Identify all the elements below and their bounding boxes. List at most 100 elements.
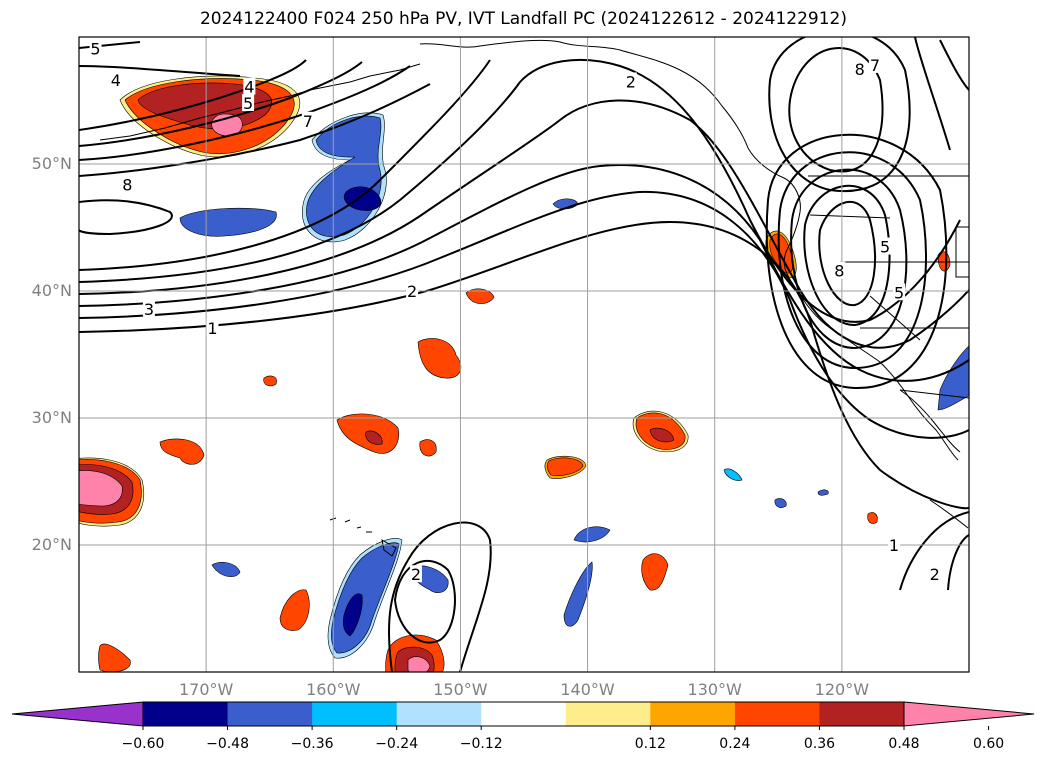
- contour-line: [788, 46, 884, 173]
- pv-shading: [79, 75, 969, 672]
- alaska-coastline: [419, 39, 801, 213]
- contour-label: 1: [889, 536, 899, 555]
- colorbar-segment: [143, 702, 229, 726]
- contour-line: [765, 133, 948, 390]
- colorbar-segment: [312, 702, 398, 726]
- contour-line: [947, 534, 969, 591]
- colorbar-tick-label: −0.60: [122, 736, 165, 752]
- contour-line: [79, 58, 961, 323]
- pv-positive-region: [159, 438, 205, 465]
- pv-negative-region: [211, 562, 241, 578]
- colorbar-extend-min: [11, 701, 144, 727]
- contour-label-bg: [893, 283, 906, 301]
- colorbar-frame: [142, 701, 905, 727]
- contour-label-bg: [242, 94, 255, 112]
- pv-positive-region: [407, 656, 431, 672]
- contour-line: [79, 164, 969, 382]
- colorbar-segment: [650, 702, 736, 726]
- pv-positive-region: [419, 439, 437, 457]
- contour-label: 2: [626, 72, 636, 91]
- colorbar-segment: [396, 702, 482, 726]
- contour-line: [79, 99, 969, 349]
- pv-negative-region: [774, 498, 787, 508]
- contour-label-bg: [89, 39, 102, 57]
- state-borders: [809, 214, 969, 399]
- colorbar-tick-label: −0.48: [206, 736, 249, 752]
- contour-label: 8: [855, 60, 865, 79]
- contour-label: 7: [870, 56, 880, 75]
- aleutian-islands: [99, 63, 421, 141]
- ivt-contours: [79, 37, 969, 672]
- colorbar-segment: [565, 702, 651, 726]
- contour-line: [768, 37, 911, 193]
- lon-tick-label: 130°W: [687, 680, 742, 699]
- contour-label: 7: [303, 112, 313, 131]
- colorbar-tick-label: 0.36: [804, 736, 835, 752]
- mexico-coastline: [929, 499, 969, 529]
- colorbar-tick-label: 0.60: [973, 736, 1004, 752]
- colorbar-tick-label: −0.12: [460, 736, 503, 752]
- map-plot-area: [79, 37, 969, 672]
- pv-positive-region: [465, 288, 495, 304]
- pv-negative-region: [573, 526, 611, 543]
- pv-positive-region: [867, 512, 878, 524]
- contour-line: [393, 559, 456, 644]
- colorbar: −0.60 −0.48 −0.36 −0.24 −0.12 0.12 0.24 0.36 0.4…: [11, 701, 1035, 752]
- pv-negative-region: [563, 561, 593, 627]
- lon-tick-label: 170°W: [178, 680, 234, 699]
- baja-coastline: [899, 389, 961, 453]
- colorbar-tick-label: −0.36: [291, 736, 334, 752]
- colorbar-tick-label: 0.24: [719, 736, 750, 752]
- contour-line: [79, 83, 431, 177]
- colorbar-segment: [481, 702, 567, 726]
- contour-label-bg: [833, 261, 846, 279]
- pv-negative-region: [723, 468, 743, 481]
- lat-tick-label: 30°N: [31, 408, 72, 427]
- pv-positive-region: [641, 553, 669, 591]
- contour-label: 2: [411, 565, 421, 584]
- contour-label: 2: [407, 282, 417, 301]
- pv-positive-region: [79, 470, 123, 507]
- contour-label-bg: [206, 318, 219, 336]
- lat-tick-label: 20°N: [31, 535, 72, 554]
- contour-label: 3: [144, 300, 154, 319]
- contour-line: [79, 61, 363, 147]
- contour-label-bg: [243, 77, 256, 95]
- contour-line: [387, 559, 409, 672]
- colorbar-segment: [734, 702, 820, 726]
- pv-positive-region: [417, 338, 462, 379]
- contour-label-bg: [624, 72, 637, 90]
- colorbar-segment: [227, 702, 313, 726]
- lon-tick-label: 120°W: [814, 680, 870, 699]
- lat-tick-label: 40°N: [31, 281, 72, 300]
- contour-label: 5: [880, 238, 890, 257]
- contour-label-bg: [928, 565, 941, 583]
- contour-label: 4: [111, 71, 121, 90]
- contour-label-bg: [121, 175, 134, 193]
- contour-label-bg: [409, 565, 422, 583]
- contour-label: 8: [122, 175, 132, 194]
- contour-label: 5: [243, 94, 253, 113]
- pv-positive-region: [649, 427, 675, 443]
- contour-line: [79, 41, 141, 49]
- inset-box: [955, 226, 969, 278]
- pv-positive-region: [365, 430, 383, 445]
- pv-negative-region: [179, 207, 277, 237]
- contour-label-bg: [853, 59, 866, 77]
- contour-label-bg: [109, 71, 122, 89]
- contour-label: 8: [834, 262, 844, 281]
- map-frame: [78, 36, 970, 673]
- colorbar-tick-label: 0.12: [635, 736, 666, 752]
- map-title: 2024122400 F024 250 hPa PV, IVT Landfall…: [199, 9, 847, 29]
- contour-line: [777, 151, 928, 370]
- contour-label: 5: [894, 283, 904, 302]
- colorbar-segment: [819, 702, 905, 726]
- pv-positive-region: [263, 375, 277, 387]
- contour-line: [939, 39, 969, 91]
- pv-negative-region: [343, 186, 382, 211]
- pv-negative-region: [937, 345, 969, 411]
- contour-label: 1: [207, 319, 217, 338]
- contour-line: [79, 65, 241, 77]
